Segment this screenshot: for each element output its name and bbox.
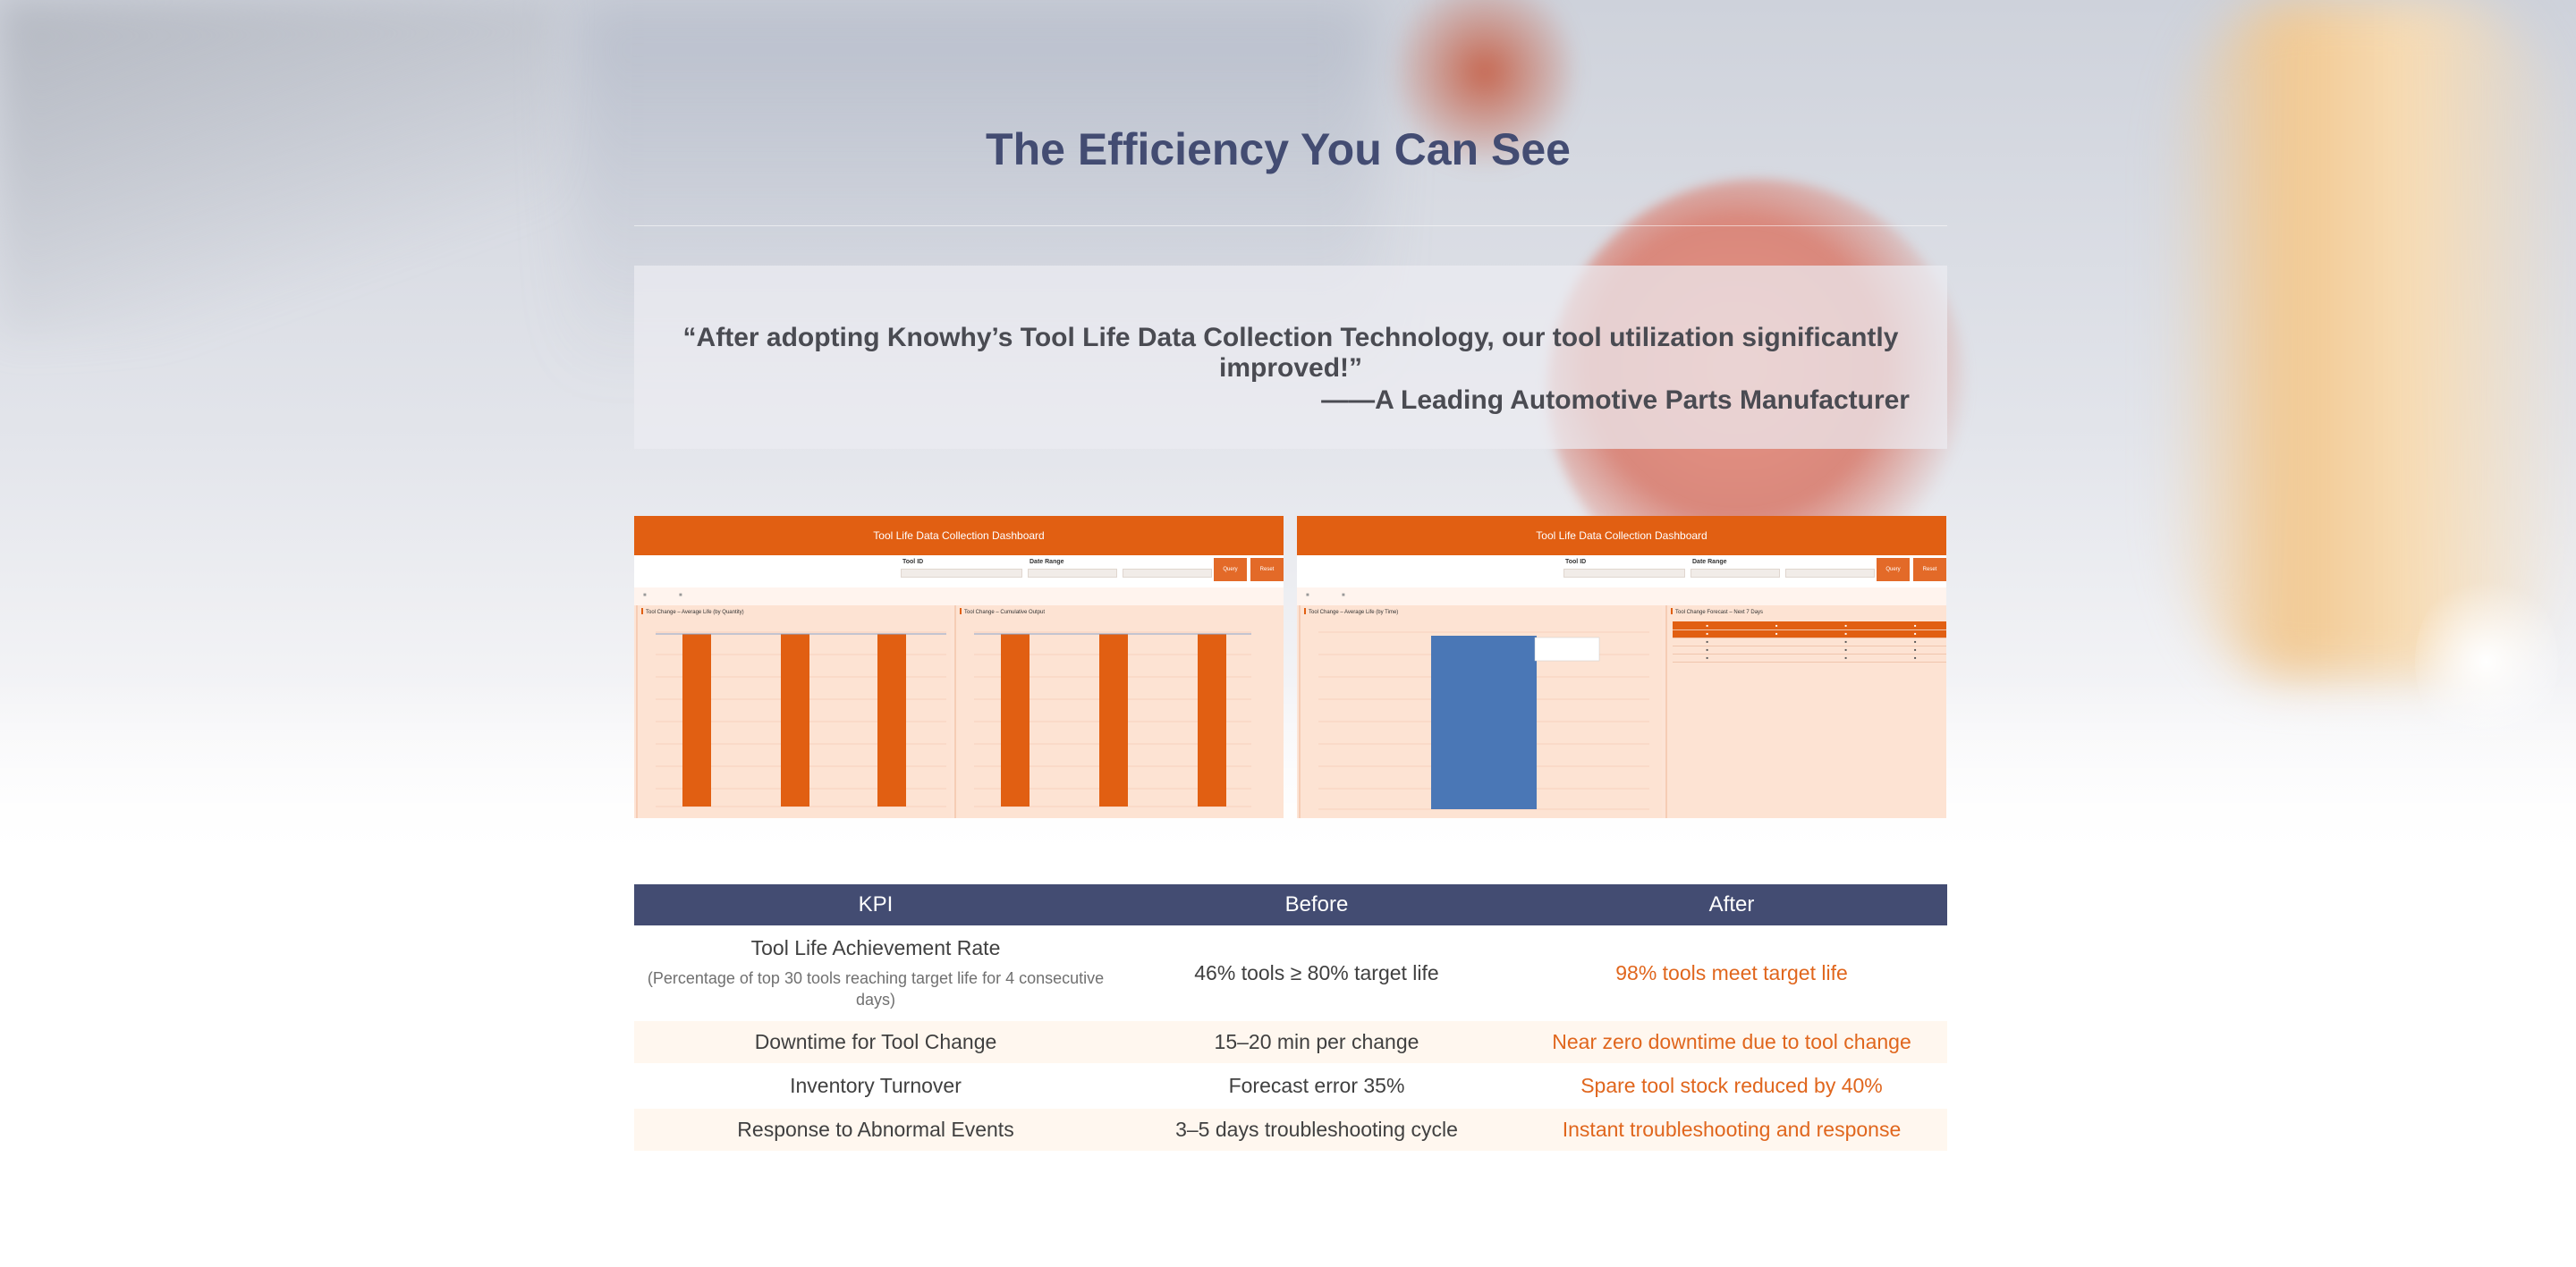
before-cell: Forecast error 35% — [1117, 1063, 1516, 1109]
tool-id-label: Tool ID — [902, 559, 924, 565]
tool-id-label: Tool ID — [1565, 559, 1587, 565]
kpi-note: (Percentage of top 30 tools reaching tar… — [647, 969, 1105, 1009]
dashboard-tabs: ■ ■ — [634, 587, 1284, 605]
quote-text: “After adopting Knowhy’s Tool Life Data … — [682, 323, 1899, 383]
table-row: Inventory Turnover Forecast error 35% Sp… — [634, 1063, 1947, 1109]
table-row: Tool Life Achievement Rate (Percentage o… — [634, 925, 1947, 1021]
after-cell: Near zero downtime due to tool change — [1516, 1021, 1947, 1063]
page-title: The Efficiency You Can See — [986, 124, 1571, 174]
bar — [1431, 636, 1537, 809]
dashboard-tab: ■ — [643, 593, 647, 598]
bar-chart-svg — [1318, 631, 1649, 810]
chart-panel-avg-life-quantity: Tool Change – Average Life (by Quantity) — [636, 605, 951, 818]
date-range-end — [1123, 569, 1212, 578]
chart-tooltip — [1534, 637, 1600, 662]
query-button: Query — [1214, 558, 1247, 581]
after-cell: Instant troubleshooting and response — [1516, 1109, 1947, 1151]
dashboard-screenshot-1: Tool Life Data Collection Dashboard Tool… — [634, 516, 1284, 818]
dashboard-header: Tool Life Data Collection Dashboard — [634, 516, 1284, 555]
kpi-comparison-table: KPI Before After Tool Life Achievement R… — [634, 884, 1947, 1151]
tool-id-select — [901, 569, 1022, 578]
chart-panel-title: Tool Change – Average Life (by Time) — [1304, 608, 1398, 615]
title-divider — [634, 225, 1947, 226]
table-row: Downtime for Tool Change 15–20 min per c… — [634, 1021, 1947, 1063]
chart-panel-title: Tool Change – Cumulative Output — [960, 608, 1045, 615]
bar — [781, 634, 809, 807]
date-range-start — [1690, 569, 1780, 578]
reset-button: Reset — [1913, 558, 1946, 581]
dashboard-tab: ■ — [679, 593, 682, 598]
bar — [682, 634, 711, 807]
bar — [1099, 634, 1128, 807]
testimonial-quote: “After adopting Knowhy’s Tool Life Data … — [634, 266, 1947, 449]
dashboard-tab: ■ — [1306, 593, 1309, 598]
header-before: Before — [1117, 884, 1516, 925]
kpi-name: Tool Life Achievement Rate — [750, 936, 1001, 959]
date-range-label: Date Range — [1030, 559, 1064, 565]
kpi-name: Response to Abnormal Events — [634, 1109, 1117, 1151]
quote-author: ——A Leading Automotive Parts Manufacture… — [1321, 385, 1910, 415]
table-row: Response to Abnormal Events 3–5 days tro… — [634, 1109, 1947, 1151]
date-range-label: Date Range — [1692, 559, 1727, 565]
before-cell: 3–5 days troubleshooting cycle — [1117, 1109, 1516, 1151]
forecast-table: ■ ■ ■ ■ ■ ■ ■ ■ ■ ■ ■ ■ ■ ■ ■ ■ ■ — [1673, 621, 1946, 663]
chart-panel-title: Tool Change – Average Life (by Quantity) — [641, 608, 744, 615]
header-after: After — [1516, 884, 1947, 925]
kpi-name: Inventory Turnover — [634, 1063, 1117, 1109]
bar — [1001, 634, 1030, 807]
kpi-table-header: KPI Before After — [634, 884, 1947, 925]
bar-chart-svg — [656, 631, 946, 807]
bar — [1198, 634, 1226, 807]
reset-button: Reset — [1250, 558, 1284, 581]
dashboard-tab: ■ — [1342, 593, 1345, 598]
query-button: Query — [1877, 558, 1910, 581]
bar — [877, 634, 906, 807]
after-cell: 98% tools meet target life — [1516, 925, 1947, 1021]
bar-chart-svg — [974, 631, 1251, 807]
date-range-end — [1785, 569, 1875, 578]
tool-id-select — [1563, 569, 1685, 578]
chart-panel-title: Tool Change Forecast – Next 7 Days — [1671, 608, 1763, 615]
chart-panel-cumulative-output: Tool Change – Cumulative Output — [954, 605, 1284, 818]
before-cell: 46% tools ≥ 80% target life — [1117, 925, 1516, 1021]
dashboard-filter-bar: Tool ID Date Range Query Reset — [634, 555, 1284, 587]
header-kpi: KPI — [634, 884, 1117, 925]
dashboard-tabs: ■ ■ — [1297, 587, 1946, 605]
dashboard-screenshot-2: Tool Life Data Collection Dashboard Tool… — [1297, 516, 1946, 818]
chart-panel-avg-life-time: Tool Change – Average Life (by Time) — [1299, 605, 1662, 818]
before-cell: 15–20 min per change — [1117, 1021, 1516, 1063]
kpi-cell: Tool Life Achievement Rate (Percentage o… — [634, 925, 1117, 1021]
forecast-panel: Tool Change Forecast – Next 7 Days ■ ■ ■ ■ … — [1665, 605, 1946, 818]
date-range-start — [1028, 569, 1117, 578]
dashboard-filter-bar: Tool ID Date Range Query Reset — [1297, 555, 1946, 587]
after-cell: Spare tool stock reduced by 40% — [1516, 1063, 1947, 1109]
kpi-name: Downtime for Tool Change — [634, 1021, 1117, 1063]
dashboard-header: Tool Life Data Collection Dashboard — [1297, 516, 1946, 555]
